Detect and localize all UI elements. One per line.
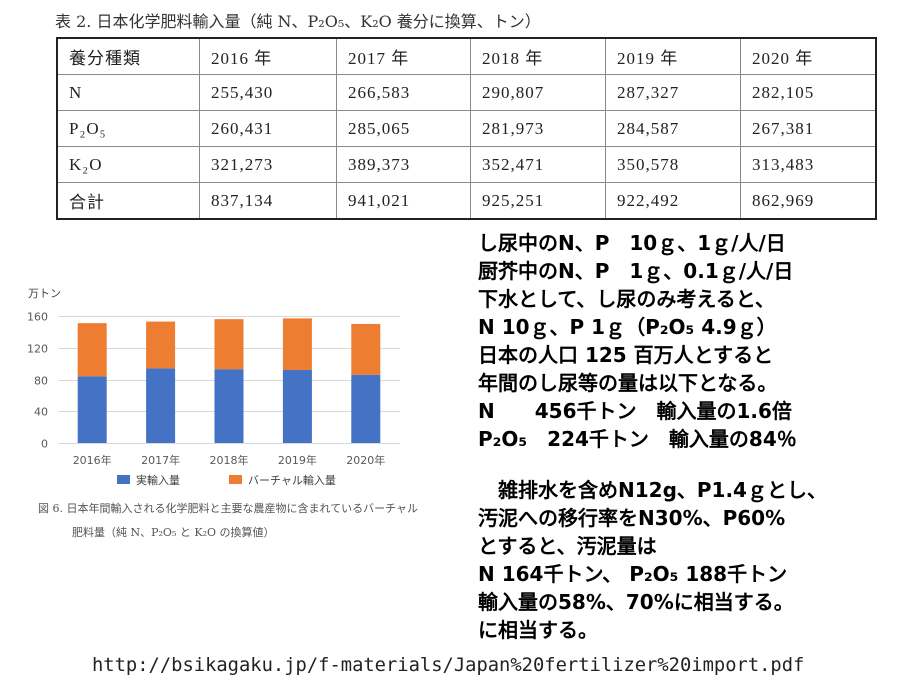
note-line: し尿中のN、P 10ｇ、1ｇ/人/日: [478, 231, 786, 255]
y-tick-labels: 0 40 80 120 160: [27, 311, 48, 451]
legend: 実輸入量 バーチャル輸入量: [117, 473, 336, 487]
y-tick-label: 120: [27, 343, 48, 356]
note-line: 汚泥への移行率をN30%、P60%: [478, 506, 786, 530]
legend-label-actual-import: 実輸入量: [136, 473, 180, 487]
nutrient-label: K₂O: [56, 146, 200, 183]
x-tick-label: 2020年: [346, 453, 385, 467]
bars: [77, 318, 381, 443]
figure-caption-line: 図 6. 日本年間輸入される化学肥料と主要な農産物に含まれているバーチャル: [38, 502, 419, 515]
header-year-2019: 2019 年: [605, 37, 741, 75]
y-tick-label: 0: [41, 438, 48, 451]
import-value-cell: 255,430: [199, 74, 337, 111]
y-tick-label: 40: [34, 406, 48, 419]
table-head: 養分種類 2016 年 2017 年 2018 年 2019 年 2020 年: [56, 37, 877, 75]
note-line: 下水として、し尿のみ考えると、: [478, 287, 775, 311]
header-year-2017: 2017 年: [336, 37, 471, 75]
bar-virtual-import: [146, 321, 176, 369]
y-axis-unit-label: 万トン: [28, 287, 61, 300]
notes-block-night-soil: し尿中のN、P 10ｇ、1ｇ/人/日 厨芥中のN、P 1ｇ、0.1ｇ/人/日 下…: [478, 229, 896, 453]
import-value-cell: 285,065: [336, 110, 471, 147]
y-tick-label: 80: [34, 375, 48, 388]
total-label: 合計: [56, 182, 200, 220]
figure-caption-line: 肥料量（純 N、P₂O₅ と K₂O の換算値）: [72, 526, 275, 539]
note-line: P₂O₅ 224千トン 輸入量の84％: [478, 427, 797, 451]
table-body: N 255,430 266,583 290,807 287,327 282,10…: [56, 74, 877, 220]
note-line: 雑排水を含めN12g、P1.4ｇとし、: [478, 478, 827, 502]
bar-actual-import: [77, 376, 107, 443]
total-value-cell: 925,251: [470, 182, 606, 220]
nutrient-label: P₂O₅: [56, 110, 200, 147]
total-value-cell: 837,134: [199, 182, 337, 220]
bar-actual-import: [146, 368, 176, 443]
note-line: 厨芥中のN、P 1ｇ、0.1ｇ/人/日: [478, 259, 794, 283]
x-tick-label: 2019年: [278, 453, 317, 467]
bar-actual-import: [282, 369, 312, 443]
note-line: N 164千トン、 P₂O₅ 188千トン: [478, 562, 788, 586]
header-nutrient-type: 養分種類: [56, 37, 200, 75]
bar-virtual-import: [214, 319, 244, 370]
bar-virtual-import: [282, 318, 312, 370]
legend-swatch-actual-import: [117, 475, 130, 484]
legend-label-virtual-import: バーチャル輸入量: [248, 473, 336, 487]
import-value-cell: 284,587: [605, 110, 741, 147]
header-year-2020: 2020 年: [740, 37, 877, 75]
import-stacked-bar-chart: 万トン 0 40 80 120 160 2016年 2017年 2018年 2019年 2020…: [27, 287, 400, 487]
note-line: N 456千トン 輸入量の1.6倍: [478, 399, 792, 423]
import-value-cell: 290,807: [470, 74, 606, 111]
import-value-cell: 281,973: [470, 110, 606, 147]
table-row-p2o5: P₂O₅ 260,431 285,065 281,973 284,587 267…: [56, 110, 877, 147]
note-line: とすると、汚泥量は: [478, 534, 657, 558]
import-value-cell: 267,381: [740, 110, 877, 147]
table-title: 表 2. 日本化学肥料輸入量（純 N、P₂O₅、K₂O 養分に換算、トン）: [55, 12, 541, 31]
import-value-cell: 350,578: [605, 146, 741, 183]
table-row-total: 合計 837,134 941,021 925,251 922,492 862,9…: [56, 182, 877, 220]
import-value-cell: 321,273: [199, 146, 337, 183]
y-tick-label: 160: [27, 311, 48, 324]
table-row-k2o: K₂O 321,273 389,373 352,471 350,578 313,…: [56, 146, 877, 183]
table-header-row: 養分種類 2016 年 2017 年 2018 年 2019 年 2020 年: [56, 37, 877, 75]
nutrient-label: N: [56, 74, 200, 111]
import-value-cell: 352,471: [470, 146, 606, 183]
legend-swatch-virtual-import: [229, 475, 242, 484]
notes-block-sludge: 雑排水を含めN12g、P1.4ｇとし、 汚泥への移行率をN30%、P60% とす…: [478, 476, 896, 644]
bar-actual-import: [351, 374, 381, 443]
x-tick-label: 2017年: [141, 453, 180, 467]
import-value-cell: 266,583: [336, 74, 471, 111]
import-value-cell: 313,483: [740, 146, 877, 183]
table-row-n: N 255,430 266,583 290,807 287,327 282,10…: [56, 74, 877, 111]
import-value-cell: 287,327: [605, 74, 741, 111]
bar-virtual-import: [351, 323, 381, 375]
import-value-cell: 389,373: [336, 146, 471, 183]
note-line: に相当する。: [478, 618, 598, 642]
x-tick-label: 2018年: [210, 453, 249, 467]
note-line: 日本の人口 125 百万人とすると: [478, 343, 774, 367]
note-line: 輸入量の58%、70%に相当する。: [478, 590, 794, 614]
header-year-2018: 2018 年: [470, 37, 606, 75]
import-value-cell: 260,431: [199, 110, 337, 147]
total-value-cell: 922,492: [605, 182, 741, 220]
fertilizer-import-table: 養分種類 2016 年 2017 年 2018 年 2019 年 2020 年 …: [56, 37, 877, 220]
bar-virtual-import: [77, 323, 107, 377]
note-line: 年間のし尿等の量は以下となる。: [478, 371, 778, 395]
figure-caption: 図 6. 日本年間輸入される化学肥料と主要な農産物に含まれているバーチャル 肥料…: [38, 497, 418, 545]
bar-actual-import: [214, 369, 244, 443]
total-value-cell: 941,021: [336, 182, 471, 220]
source-url: http://bsikagaku.jp/f-materials/Japan%20…: [92, 655, 805, 676]
import-value-cell: 282,105: [740, 74, 877, 111]
header-year-2016: 2016 年: [199, 37, 337, 75]
total-value-cell: 862,969: [740, 182, 877, 220]
x-tick-label: 2016年: [73, 453, 112, 467]
note-line: N 10ｇ、P 1ｇ（P₂O₅ 4.9ｇ）: [478, 315, 777, 339]
x-tick-labels: 2016年 2017年 2018年 2019年 2020年: [73, 453, 386, 467]
